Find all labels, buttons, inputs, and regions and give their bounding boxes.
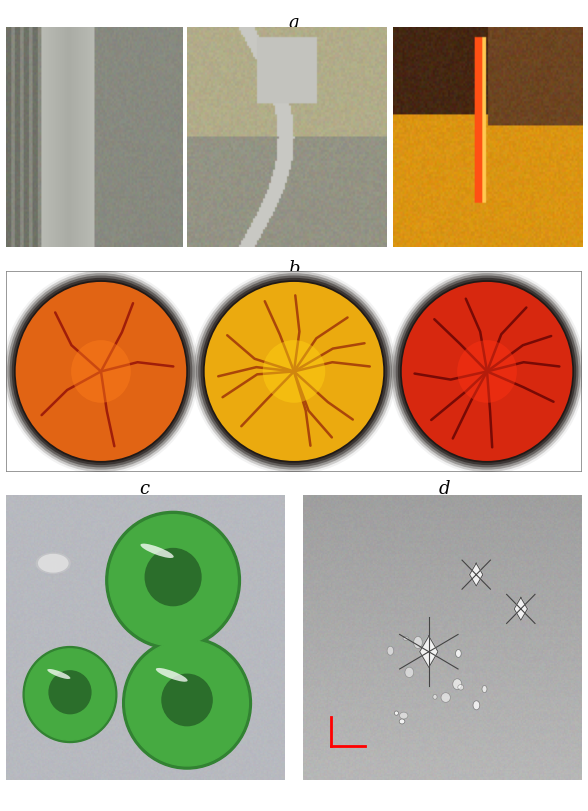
Ellipse shape [402,282,572,461]
Ellipse shape [389,268,585,474]
Ellipse shape [263,340,325,403]
Ellipse shape [396,276,579,467]
Ellipse shape [12,278,190,465]
Ellipse shape [156,668,188,682]
Ellipse shape [201,278,387,465]
Ellipse shape [203,280,385,463]
Ellipse shape [482,685,487,693]
Ellipse shape [405,667,413,677]
Circle shape [49,671,91,714]
Ellipse shape [47,669,71,679]
Ellipse shape [7,273,195,470]
Ellipse shape [198,276,390,467]
Ellipse shape [456,650,461,658]
Ellipse shape [393,273,581,470]
Ellipse shape [5,271,197,472]
Ellipse shape [398,278,576,465]
Ellipse shape [16,282,186,461]
Ellipse shape [403,637,409,640]
Ellipse shape [433,694,437,699]
Ellipse shape [191,268,397,474]
Text: b: b [288,260,300,277]
Ellipse shape [3,268,199,474]
Circle shape [109,515,237,646]
Ellipse shape [71,340,131,403]
Polygon shape [470,563,483,586]
Ellipse shape [400,280,574,463]
Circle shape [162,674,212,726]
Ellipse shape [391,271,583,472]
Ellipse shape [196,273,392,470]
Circle shape [106,512,240,650]
Circle shape [123,637,252,769]
Ellipse shape [473,701,480,710]
Ellipse shape [387,646,393,655]
Circle shape [126,641,248,766]
Ellipse shape [395,711,399,715]
Text: c: c [139,480,149,498]
Ellipse shape [458,684,464,690]
Ellipse shape [141,543,173,558]
Ellipse shape [453,679,462,689]
Polygon shape [514,598,527,620]
Ellipse shape [441,693,450,702]
Ellipse shape [9,276,192,467]
Ellipse shape [399,719,405,724]
Circle shape [25,649,115,740]
Circle shape [23,646,117,743]
Ellipse shape [205,282,383,461]
Ellipse shape [38,554,69,573]
Ellipse shape [457,340,517,403]
Text: d: d [438,480,450,498]
Polygon shape [420,636,438,667]
Ellipse shape [400,712,408,719]
Ellipse shape [36,552,71,574]
Ellipse shape [193,271,395,472]
Ellipse shape [414,637,422,649]
Text: a: a [289,14,299,32]
Circle shape [145,548,201,606]
Ellipse shape [14,280,188,463]
